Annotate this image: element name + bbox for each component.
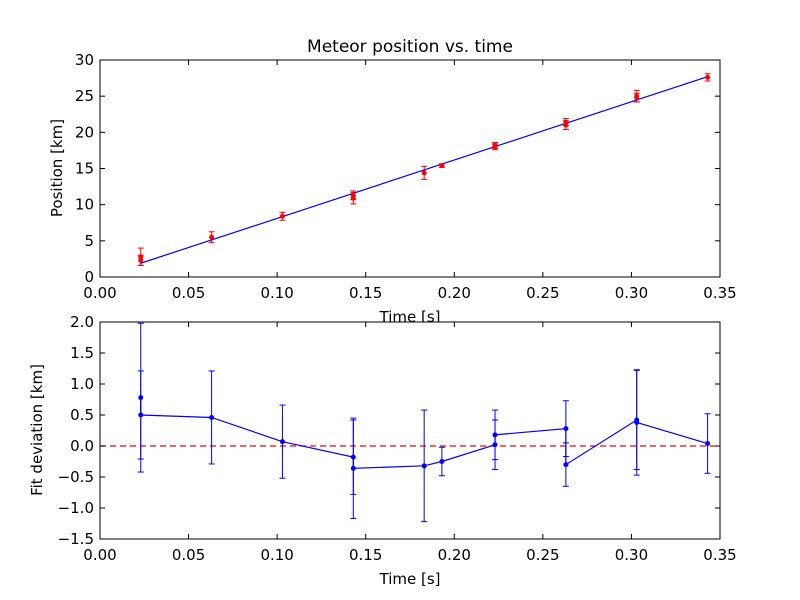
y-tick-label: 10 — [75, 196, 94, 214]
data-point — [439, 459, 445, 464]
y-tick-label: 0.5 — [70, 406, 94, 424]
x-tick-label: 0.05 — [172, 284, 205, 302]
data-point — [350, 454, 356, 460]
plot-marks — [137, 73, 711, 266]
data-point — [492, 142, 498, 148]
data-point — [563, 426, 569, 432]
data-point — [634, 95, 640, 101]
x-tick-label: 0.00 — [83, 546, 116, 564]
y-tick-label: 20 — [75, 123, 94, 141]
x-tick-label: 0.05 — [172, 546, 205, 564]
plot-marks — [100, 322, 720, 523]
x-tick-label: 0.10 — [260, 284, 293, 302]
plot-area — [99, 59, 721, 278]
x-tick-label: 0.35 — [703, 284, 736, 302]
data-point — [634, 419, 640, 425]
chart-title: Meteor position vs. time — [307, 37, 513, 57]
y-tick-label: 5 — [84, 232, 94, 250]
y-tick-label: 25 — [75, 87, 94, 105]
x-tick-label: 0.15 — [349, 284, 382, 302]
data-point — [279, 439, 285, 445]
x-axis-ticks: 0.00 0.05 0.10 0.15 0.20 0.25 0.30 0.35 — [83, 322, 737, 564]
y-axis-ticks: −1.5 −1.0 −0.5 0.0 0.5 1.0 1.5 2.0 — [58, 313, 720, 548]
data-point — [279, 213, 285, 219]
x-tick-label: 0.15 — [349, 546, 382, 564]
deviation-panel: 0.00 0.05 0.10 0.15 0.20 0.25 0.30 0.35 −1.5−1.… — [28, 313, 737, 588]
data-point — [209, 234, 215, 240]
x-tick-label: 0.30 — [615, 284, 648, 302]
y-axis-label: Fit deviation [km] — [28, 364, 46, 496]
y-tick-label: 30 — [75, 51, 94, 69]
fit-line — [140, 76, 708, 264]
y-tick-label: 0 — [84, 268, 94, 286]
data-point — [705, 441, 711, 447]
data-point — [492, 442, 498, 448]
x-tick-label: 0.25 — [526, 546, 559, 564]
y-axis-ticks: 0 5 10 15 20 25 30 — [75, 51, 720, 286]
data-point — [138, 395, 144, 401]
x-tick-label: 0.25 — [526, 284, 559, 302]
data-point — [138, 254, 144, 260]
data-point — [421, 463, 427, 469]
data-point — [705, 74, 711, 80]
y-tick-label: −1.0 — [58, 499, 94, 517]
position-panel: Meteor position vs. time 0.00 0.05 0.10 0.1… — [48, 37, 737, 326]
x-tick-label: 0.35 — [703, 546, 736, 564]
plot-area — [99, 321, 721, 540]
x-tick-label: 0.20 — [438, 546, 471, 564]
data-point — [350, 195, 356, 201]
x-axis-ticks: 0.00 0.05 0.10 0.15 0.20 0.25 0.30 0.35 — [83, 60, 737, 302]
y-tick-label: −1.5 — [58, 530, 94, 548]
y-tick-label: 2.0 — [70, 313, 94, 331]
y-tick-label: −0.5 — [58, 468, 94, 486]
data-point — [350, 465, 356, 471]
data-point — [421, 170, 427, 176]
y-axis-label: Position [km] — [48, 119, 66, 217]
x-tick-label: 0.00 — [83, 284, 116, 302]
x-tick-label: 0.20 — [438, 284, 471, 302]
data-point — [138, 412, 144, 418]
y-tick-label: 0.0 — [70, 437, 94, 455]
data-point — [138, 257, 144, 263]
x-tick-label: 0.10 — [260, 546, 293, 564]
y-tick-label: 1.0 — [70, 375, 94, 393]
x-tick-label: 0.30 — [615, 546, 648, 564]
y-tick-label: 15 — [75, 160, 94, 178]
x-axis-label: Time [s] — [379, 570, 441, 588]
data-point — [563, 462, 569, 468]
data-point — [439, 163, 445, 169]
data-point — [492, 432, 498, 438]
data-point — [563, 122, 569, 128]
data-point — [209, 414, 215, 420]
y-tick-label: 1.5 — [70, 344, 94, 362]
